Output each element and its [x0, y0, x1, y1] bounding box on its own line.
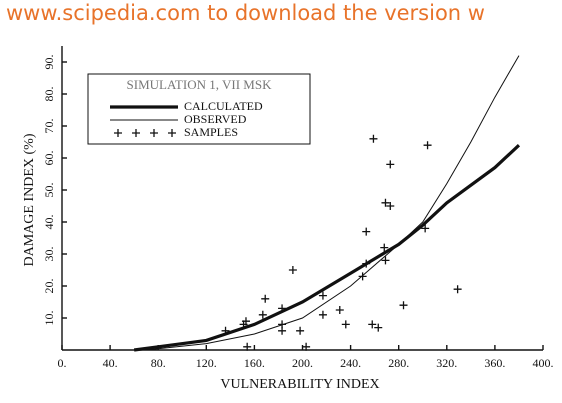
- sample-marker: [296, 326, 305, 335]
- sample-marker: [453, 285, 462, 294]
- y-tick-label: 30.: [42, 247, 56, 262]
- y-tick-label: 90.: [42, 55, 56, 70]
- sample-marker: [374, 323, 383, 332]
- y-tick-label: 60.: [42, 151, 56, 166]
- sample-marker: [221, 326, 230, 335]
- sample-marker: [362, 259, 371, 268]
- x-tick-label: 360.: [484, 356, 505, 370]
- sample-marker: [278, 304, 287, 313]
- x-tick-label: 200.: [292, 356, 313, 370]
- y-tick-label: 70.: [42, 119, 56, 134]
- x-tick-label: 120.: [196, 356, 217, 370]
- sample-marker: [381, 198, 390, 207]
- sample-marker: [288, 266, 297, 274]
- line-series: [146, 55, 520, 351]
- legend-marker: [168, 129, 176, 137]
- sample-marker: [369, 134, 378, 143]
- legend-marker: [150, 129, 158, 137]
- sample-marker: [399, 301, 408, 310]
- line-series: [133, 144, 521, 352]
- sample-marker: [381, 256, 390, 265]
- legend: SIMULATION 1, VII MSK CALCULATEDOBSERVEDS…: [87, 73, 311, 145]
- y-tick-label: 50.: [42, 183, 56, 198]
- y-tick-label: 10.: [42, 311, 56, 326]
- x-tick-label: 0.: [58, 356, 67, 370]
- x-axis-label: VULNERABILITY INDEX: [220, 377, 379, 392]
- x-tick-label: 80.: [151, 356, 166, 370]
- sample-marker: [241, 317, 250, 326]
- x-tick-label: 160.: [244, 356, 265, 370]
- y-axis-label: DAMAGE INDEX (%): [22, 133, 37, 266]
- sample-marker: [362, 227, 371, 236]
- legend-label: OBSERVED: [184, 112, 247, 126]
- y-tick-label: 80.: [42, 87, 56, 102]
- sample-marker: [386, 160, 395, 169]
- y-tick-label: 20.: [42, 279, 56, 294]
- sample-marker: [302, 342, 311, 351]
- x-tick-label: 240.: [340, 356, 361, 370]
- x-tick-label: 40.: [103, 356, 118, 370]
- sample-marker: [368, 320, 377, 329]
- sample-marker: [358, 272, 367, 281]
- legend-box: [87, 73, 311, 145]
- sample-marker: [386, 202, 395, 210]
- sample-marker: [380, 243, 389, 252]
- sample-marker: [423, 141, 432, 150]
- y-tick-label: 40.: [42, 215, 56, 230]
- x-tick-label: 400.: [533, 356, 554, 370]
- sample-marker: [258, 310, 267, 319]
- sample-marker: [341, 320, 350, 329]
- sample-marker: [243, 342, 252, 351]
- legend-marker: [114, 129, 122, 137]
- sample-marker: [318, 310, 327, 319]
- x-tick-label: 320.: [436, 356, 457, 370]
- x-tick-label: 280.: [388, 356, 409, 370]
- sample-marker: [421, 224, 430, 233]
- sample-marker: [278, 326, 287, 335]
- sample-marker: [318, 291, 327, 300]
- legend-label: CALCULATED: [184, 99, 263, 113]
- legend-marker: [132, 129, 140, 137]
- sample-marker: [261, 294, 270, 303]
- watermark: www.scipedia.com to download the version…: [6, 1, 485, 25]
- legend-label: SAMPLES: [184, 125, 238, 139]
- sample-marker: [335, 306, 344, 314]
- legend-title: SIMULATION 1, VII MSK: [127, 77, 273, 92]
